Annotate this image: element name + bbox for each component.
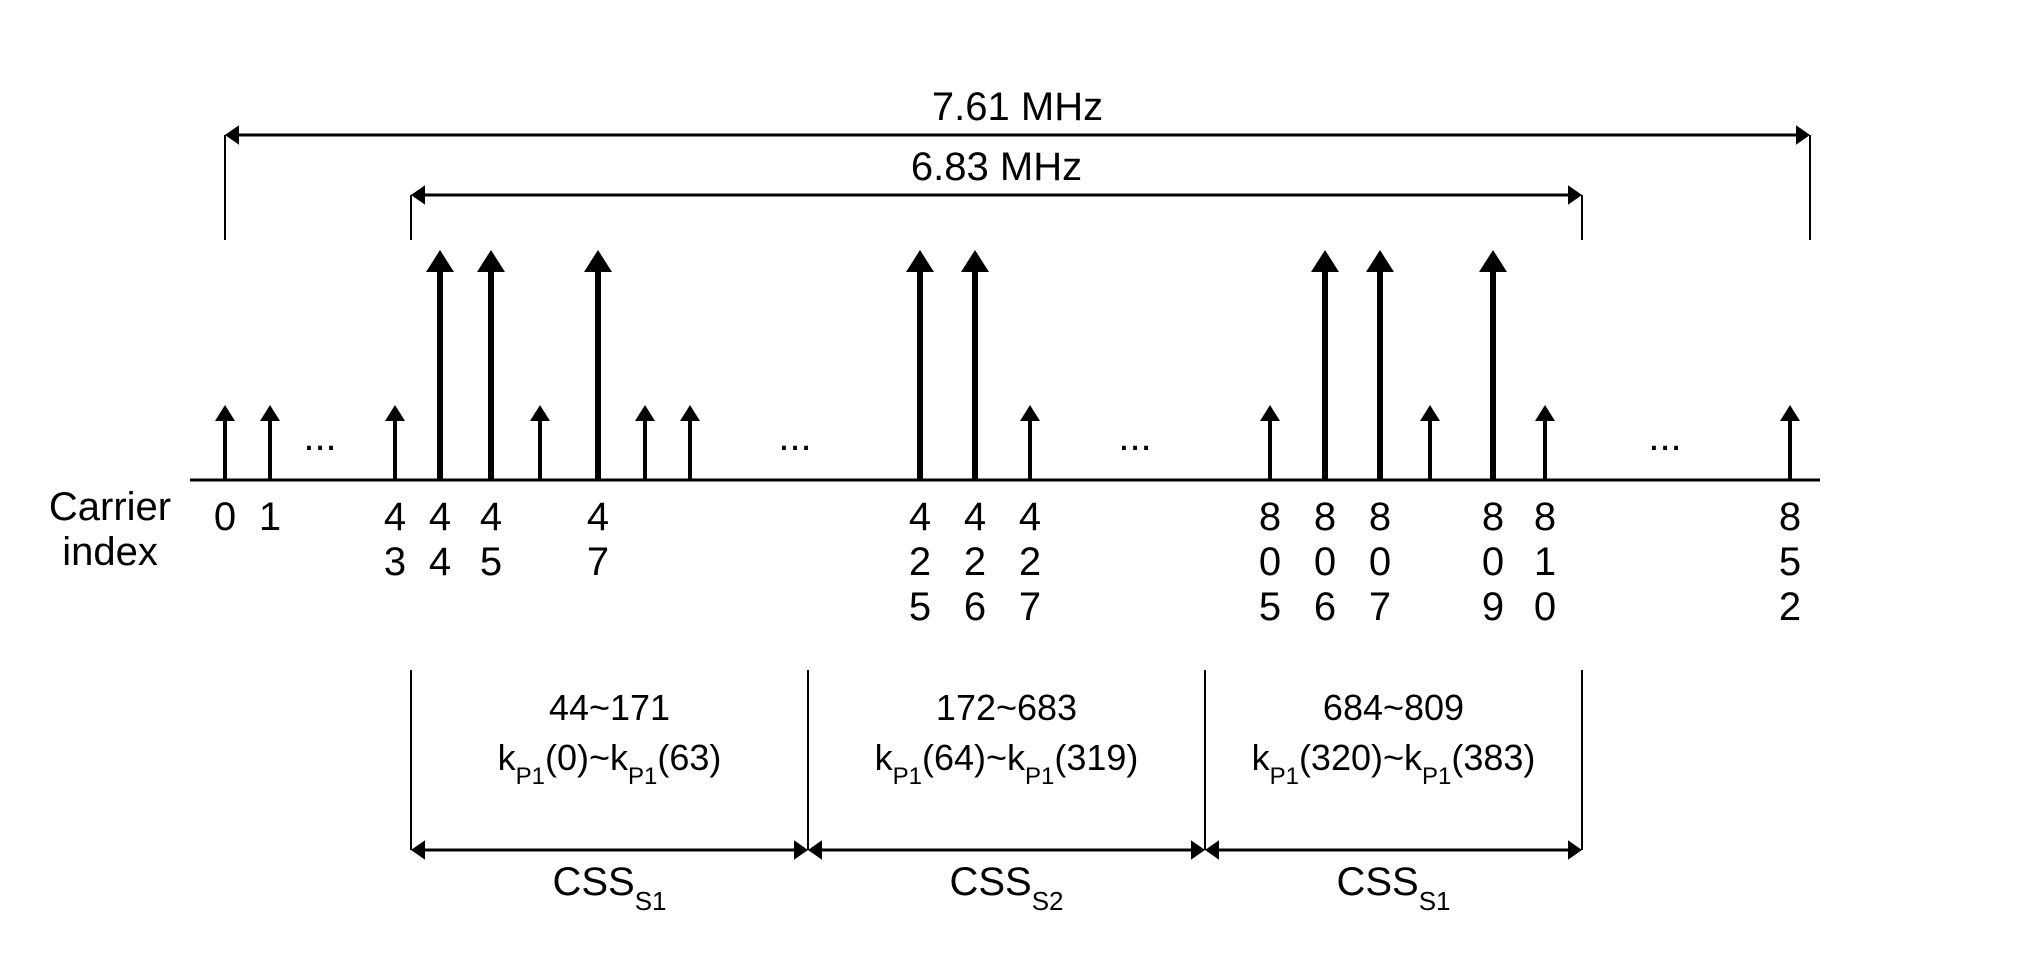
carrier-index-label: 5	[909, 585, 931, 629]
carrier-index-diagram: Carrierindex7.61 MHz6.83 MHz014344454742…	[0, 0, 2038, 956]
carrier-index-label: 8	[1534, 495, 1556, 539]
section-kp: kP1(64)~kP1(319)	[875, 737, 1139, 790]
ellipsis: ...	[1648, 415, 1681, 459]
carrier-index-label: 5	[1779, 540, 1801, 584]
carrier-index-label: 5	[480, 540, 502, 584]
carrier-index-label: 4	[384, 495, 406, 539]
carrier-index-label: 0	[1482, 540, 1504, 584]
carrier-index-label: 0	[1314, 540, 1336, 584]
section-css-label: CSSS1	[1336, 860, 1450, 916]
carrier-index-label: 8	[1369, 495, 1391, 539]
section-range: 172~683	[936, 687, 1077, 728]
carrier-index-label: 0	[1369, 540, 1391, 584]
carrier-index-label: 4	[480, 495, 502, 539]
carrier-index-label: 8	[1314, 495, 1336, 539]
carrier-index-label: 1	[1534, 540, 1556, 584]
svg-text:index: index	[62, 530, 158, 574]
ellipsis: ...	[778, 415, 811, 459]
carrier-index-label: 6	[1314, 585, 1336, 629]
section-range: 44~171	[549, 687, 670, 728]
carrier-index-label: 2	[909, 540, 931, 584]
carrier-index-label: 8	[1779, 495, 1801, 539]
inner-bandwidth-label: 6.83 MHz	[911, 145, 1082, 189]
carrier-index-label: 2	[1019, 540, 1041, 584]
carrier-index-label: 4	[587, 495, 609, 539]
carrier-index-label: 1	[259, 495, 281, 539]
carrier-index-label: 7	[1369, 585, 1391, 629]
outer-bandwidth-label: 7.61 MHz	[932, 85, 1103, 129]
ellipsis: ...	[1118, 415, 1151, 459]
carrier-index-label: 5	[1259, 585, 1281, 629]
carrier-index-label: 4	[1019, 495, 1041, 539]
carrier-index-label: 9	[1482, 585, 1504, 629]
carrier-index-label: 7	[587, 540, 609, 584]
section-css-label: CSSS2	[949, 860, 1063, 916]
carrier-index-label: 2	[1779, 585, 1801, 629]
carrier-index-label: 8	[1259, 495, 1281, 539]
section-kp: kP1(320)~kP1(383)	[1252, 737, 1536, 790]
axis-label: Carrier	[49, 485, 171, 529]
carrier-index-label: 4	[909, 495, 931, 539]
carrier-index-label: 0	[1534, 585, 1556, 629]
section-range: 684~809	[1323, 687, 1464, 728]
section-kp: kP1(0)~kP1(63)	[498, 737, 722, 790]
carrier-index-label: 2	[964, 540, 986, 584]
section-css-label: CSSS1	[552, 860, 666, 916]
carrier-index-label: 6	[964, 585, 986, 629]
carrier-index-label: 0	[1259, 540, 1281, 584]
carrier-index-label: 4	[964, 495, 986, 539]
carrier-index-label: 4	[429, 540, 451, 584]
carrier-index-label: 7	[1019, 585, 1041, 629]
carrier-index-label: 3	[384, 540, 406, 584]
carrier-index-label: 0	[214, 495, 236, 539]
ellipsis: ...	[303, 415, 336, 459]
carrier-index-label: 8	[1482, 495, 1504, 539]
carrier-index-label: 4	[429, 495, 451, 539]
